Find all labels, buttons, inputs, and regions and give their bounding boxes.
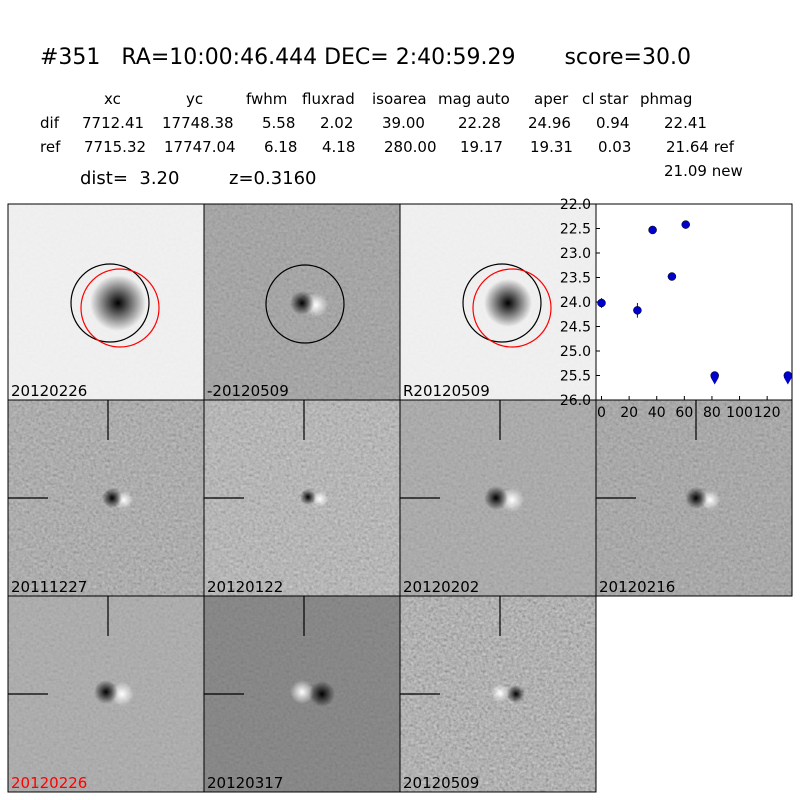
table-cell: 2.02 xyxy=(320,114,353,132)
image-panel: 20120122 xyxy=(203,399,401,597)
table-cell: 39.00 xyxy=(382,114,425,132)
y-tick-label: 22.0 xyxy=(560,197,591,213)
column-header: mag auto xyxy=(438,90,510,108)
source xyxy=(685,487,707,509)
source-positive xyxy=(312,491,328,507)
panel-label: -20120509 xyxy=(207,382,289,400)
new-mag: 21.09 new xyxy=(664,162,743,180)
source-positive xyxy=(290,680,314,704)
panel-label: 20120509 xyxy=(403,774,479,792)
table-cell: 7712.41 xyxy=(82,114,144,132)
x-tick-label: 120 xyxy=(754,405,781,421)
panel-label: 20120202 xyxy=(403,578,479,596)
column-header: fwhm xyxy=(246,90,287,108)
data-point xyxy=(667,272,677,281)
panel-label: 20111227 xyxy=(11,578,87,596)
y-tick-label: 26.0 xyxy=(560,393,591,409)
table-cell: 280.00 xyxy=(384,138,437,156)
image-panel: 20120226 xyxy=(7,203,205,401)
source xyxy=(507,685,525,703)
row-label: dif xyxy=(40,114,60,132)
panel-label: 20120216 xyxy=(599,578,675,596)
table-cell: 5.58 xyxy=(262,114,295,132)
panel-label: 20120122 xyxy=(207,578,283,596)
aperture-circle xyxy=(462,263,542,343)
limit-arrow xyxy=(710,377,719,385)
table-cell: 22.28 xyxy=(458,114,501,132)
x-tick-label: 60 xyxy=(675,405,693,421)
source xyxy=(94,680,118,704)
table-cell: 24.96 xyxy=(528,114,571,132)
image-panel: 20120509 xyxy=(399,595,597,793)
data-point xyxy=(681,220,690,229)
source xyxy=(90,275,146,331)
y-tick-label: 25.5 xyxy=(560,369,591,385)
y-tick-label: 23.5 xyxy=(560,271,591,287)
data-point xyxy=(633,306,642,315)
table-cell: 19.31 xyxy=(530,138,573,156)
aperture-circle xyxy=(265,264,345,344)
y-tick-label: 22.5 xyxy=(560,222,591,238)
redshift: z=0.3160 xyxy=(229,168,317,189)
y-tick-label: 25.0 xyxy=(560,344,591,360)
x-tick-label: 40 xyxy=(648,405,666,421)
title: #351 RA=10:00:46.444 DEC= 2:40:59.29 sco… xyxy=(40,45,691,70)
panel-label: R20120509 xyxy=(403,382,490,400)
panel-label: 20120226 xyxy=(11,774,87,792)
image-panel: R20120509 xyxy=(399,203,597,401)
table-cell: 4.18 xyxy=(322,138,355,156)
x-tick-label: 80 xyxy=(703,405,721,421)
y-tick-label: 23.0 xyxy=(560,246,591,262)
image-panel: 20111227 xyxy=(7,399,205,597)
table-cell: 22.41 xyxy=(664,114,707,132)
aperture-circle xyxy=(70,263,150,343)
column-header: isoarea xyxy=(372,90,427,108)
aperture-circle xyxy=(80,268,160,348)
panel-frame xyxy=(399,595,597,793)
image-panel: -20120509 xyxy=(203,203,401,401)
limit-arrow xyxy=(783,377,792,385)
table-cell: 19.17 xyxy=(460,138,503,156)
column-header: phmag xyxy=(640,90,692,108)
row-label: ref xyxy=(40,138,61,156)
table-cell: 6.18 xyxy=(264,138,297,156)
data-point xyxy=(597,298,606,308)
column-header: cl star xyxy=(582,90,629,108)
source-positive xyxy=(491,684,509,702)
table-cell: 21.64 ref xyxy=(666,138,735,156)
x-tick-label: 0 xyxy=(597,405,606,421)
column-header: xc xyxy=(104,90,121,108)
panel-label: 20120317 xyxy=(207,774,283,792)
x-tick-label: 100 xyxy=(726,405,753,421)
table-cell: 17748.38 xyxy=(162,114,234,132)
image-panel: 20120317 xyxy=(203,595,401,793)
image-panel: 20120216 xyxy=(595,399,793,597)
image-panel: 20120226 xyxy=(7,595,205,793)
column-header: yc xyxy=(186,90,203,108)
source xyxy=(300,489,316,505)
y-tick-label: 24.5 xyxy=(560,320,591,336)
table-cell: 0.03 xyxy=(598,138,631,156)
source xyxy=(290,291,314,315)
data-point xyxy=(648,225,657,235)
column-header: fluxrad xyxy=(302,90,355,108)
plot-area xyxy=(595,203,793,401)
image-panel: 20120202 xyxy=(399,399,597,597)
table-cell: 0.94 xyxy=(596,114,629,132)
source xyxy=(309,681,335,707)
source xyxy=(102,488,122,508)
table-cell: 17747.04 xyxy=(164,138,236,156)
source xyxy=(484,279,532,327)
dist: dist= 3.20 xyxy=(80,168,179,189)
x-tick-label: 20 xyxy=(620,405,638,421)
panel-label: 20120226 xyxy=(11,382,87,400)
column-header: aper xyxy=(534,90,569,108)
table-cell: 7715.32 xyxy=(84,138,146,156)
aperture-circle xyxy=(472,268,552,348)
y-tick-label: 24.0 xyxy=(560,295,591,311)
source xyxy=(484,486,508,510)
